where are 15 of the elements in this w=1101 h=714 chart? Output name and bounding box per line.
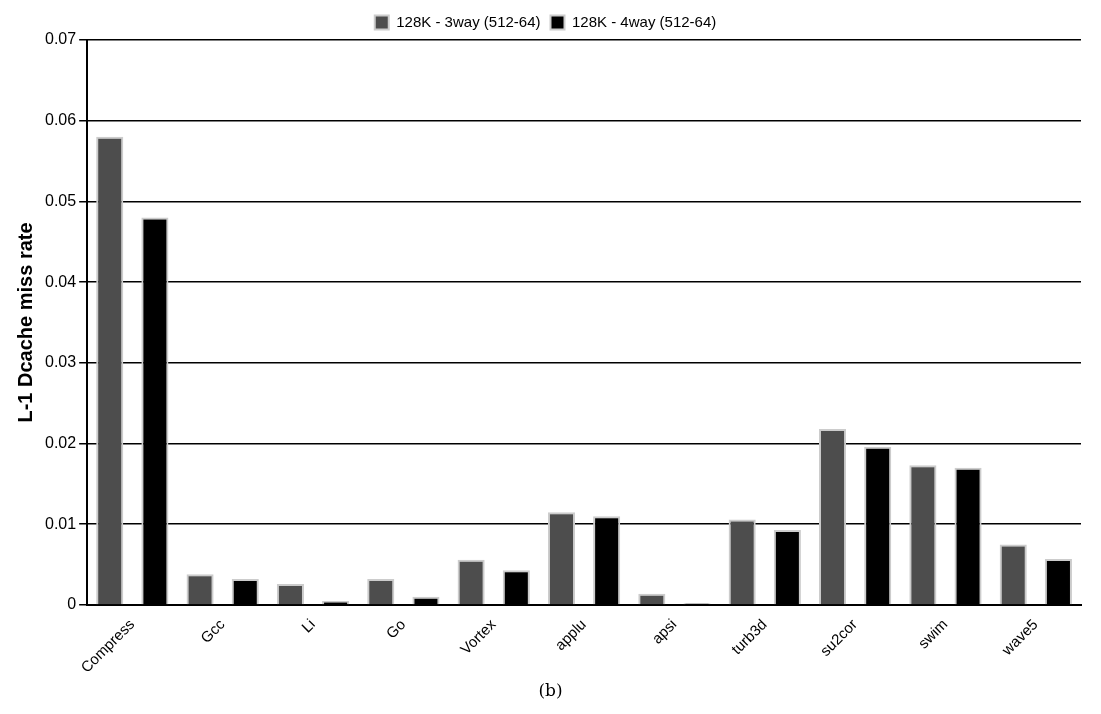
y-tick-label: 0.03	[45, 353, 77, 371]
y-tick-label: 0.02	[45, 433, 77, 451]
y-axis-title: L-1 Dcache miss rate	[13, 222, 36, 423]
y-tick-label: 0.07	[45, 30, 77, 48]
y-tick-label: 0.06	[45, 111, 77, 129]
legend-label: 128K - 3way (512-64)	[396, 12, 541, 30]
y-tick-label: 0	[67, 595, 77, 613]
x-tick-label: Li	[297, 615, 319, 636]
x-tick-label: Go	[382, 615, 409, 642]
y-tick-label: 0.01	[45, 514, 77, 532]
text: (b)	[537, 680, 564, 700]
y-tick-label: 0.05	[45, 191, 77, 209]
y-tick-label: 0.04	[45, 272, 77, 290]
legend-label: 128K - 4way (512-64)	[572, 12, 717, 30]
x-tick-label: Gcc	[196, 614, 229, 647]
